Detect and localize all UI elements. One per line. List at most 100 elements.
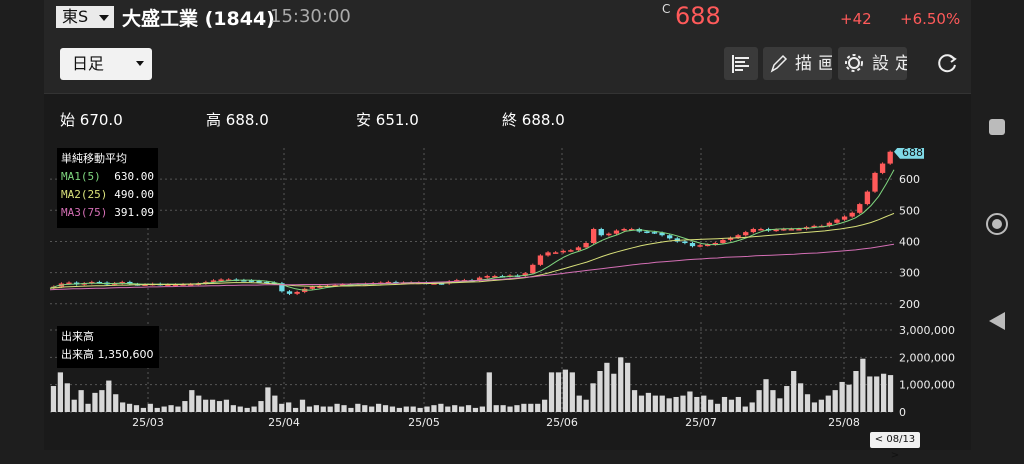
pencil-icon [770, 54, 788, 73]
volume-bar [874, 376, 880, 412]
home-icon[interactable] [986, 213, 1008, 235]
candle-body [667, 235, 673, 239]
volume-y-tick-label: 2,000,000 [899, 351, 955, 364]
x-tick-label: 25/03 [132, 416, 164, 429]
candle-body [248, 280, 255, 282]
settings-button[interactable]: 設定 [838, 47, 907, 80]
candle-body [727, 237, 734, 240]
candle-body [552, 252, 559, 254]
volume-bar [818, 399, 824, 412]
volume-bar [590, 383, 596, 412]
volume-bar [625, 362, 631, 412]
ma2-label: MA2(25) [61, 188, 108, 201]
candle-body [165, 284, 171, 286]
volume-bar [645, 392, 652, 412]
volume-bar [458, 406, 465, 412]
ma-legend: 単純移動平均 MA1(5) 630.00 MA2(25) 490.00 MA3(… [57, 148, 158, 228]
candle-body [119, 281, 125, 284]
recents-icon[interactable] [989, 119, 1005, 135]
volume-bar [770, 390, 776, 412]
candle-body [720, 239, 726, 244]
volume-bar [611, 373, 617, 412]
volume-bar [618, 357, 624, 412]
candle-body [522, 273, 528, 276]
volume-bar [223, 399, 230, 412]
volume-bar [189, 390, 195, 412]
volume-bar [279, 403, 285, 412]
volume-bar [666, 398, 672, 412]
candle-body [849, 212, 855, 217]
volume-bar [78, 390, 84, 412]
last-price-label: 688 [902, 148, 923, 159]
volume-bar [528, 403, 534, 412]
volume-bar [327, 406, 333, 412]
volume-legend: 出来高 出来高 1,350,600 [57, 326, 159, 368]
candle-body [317, 286, 323, 288]
volume-bar [251, 406, 257, 412]
volume-bar [507, 406, 513, 412]
volume-y-tick-label: 3,000,000 [899, 324, 955, 337]
price-chart[interactable]: 200 300 400 500 600 688 [44, 148, 971, 318]
volume-bar [313, 405, 319, 412]
exchange-selector[interactable]: 東S [56, 6, 114, 28]
back-icon[interactable] [989, 312, 1005, 330]
volume-bar [728, 399, 735, 412]
draw-button[interactable]: 描画 [763, 47, 832, 80]
candle-body [241, 280, 247, 282]
exchange-label: 東S [62, 7, 89, 26]
volume-bar [472, 407, 479, 412]
volume-bar [742, 406, 748, 412]
volume-chart[interactable]: 0 1,000,000 2,000,000 3,000,000 25/03 25/04 25… [44, 322, 971, 450]
volume-bar [237, 406, 243, 412]
ma1-value: 630.00 [114, 170, 154, 183]
volume-bar [410, 406, 416, 412]
chevron-down-icon [99, 15, 109, 21]
volume-bar [92, 392, 98, 412]
volume-bar [638, 395, 645, 412]
candle-body [758, 229, 764, 231]
refresh-icon[interactable] [934, 50, 960, 76]
date-cursor-tag[interactable]: < 08/13 > [870, 432, 920, 461]
volume-bar [85, 403, 91, 412]
quote-header: 東S 大盛工業 (1844) 15:30:00 C 688 +42 +6.50% [44, 0, 971, 38]
volume-bar [659, 395, 665, 412]
volume-legend-title: 出来高 [61, 330, 94, 343]
ma3-label: MA3(75) [61, 206, 108, 219]
x-tick-label: 25/04 [268, 416, 300, 429]
candle-body [606, 233, 612, 236]
system-edge-left [0, 0, 44, 450]
volume-bar [825, 395, 831, 412]
volume-bar [64, 383, 70, 412]
low-price: 安 651.0 [356, 111, 419, 129]
candle-body [568, 250, 574, 252]
candle-body [530, 264, 536, 274]
volume-bar [154, 407, 160, 412]
candle-body [887, 151, 893, 164]
volume-bar [687, 391, 693, 412]
ma3-row: MA3(75) 391.09 [61, 204, 154, 222]
volume-bar [535, 403, 541, 412]
candle-body [560, 250, 566, 253]
price-type-mark: C [662, 2, 671, 16]
candle-body [735, 235, 741, 238]
period-select[interactable]: 日足 [60, 48, 152, 80]
volume-bar [735, 396, 741, 412]
candle-body [256, 281, 262, 283]
volume-bar [631, 390, 638, 412]
y-tick-label: 600 [899, 173, 920, 186]
volume-bar [445, 406, 451, 412]
indicator-list-button[interactable] [724, 47, 758, 80]
x-tick-label: 25/05 [408, 416, 440, 429]
volume-bar [209, 399, 216, 412]
volume-bar [133, 405, 140, 412]
candle-body [841, 216, 848, 220]
candle-body [712, 243, 718, 245]
candle-body [264, 281, 270, 284]
volume-bar [839, 381, 845, 412]
chart-app: 東S 大盛工業 (1844) 15:30:00 C 688 +42 +6.50%… [44, 0, 971, 461]
volume-bar [292, 407, 299, 412]
volume-bar [348, 407, 354, 412]
open-price: 始 670.0 [60, 111, 123, 129]
ma2-row: MA2(25) 490.00 [61, 186, 154, 204]
volume-bar [555, 372, 562, 412]
